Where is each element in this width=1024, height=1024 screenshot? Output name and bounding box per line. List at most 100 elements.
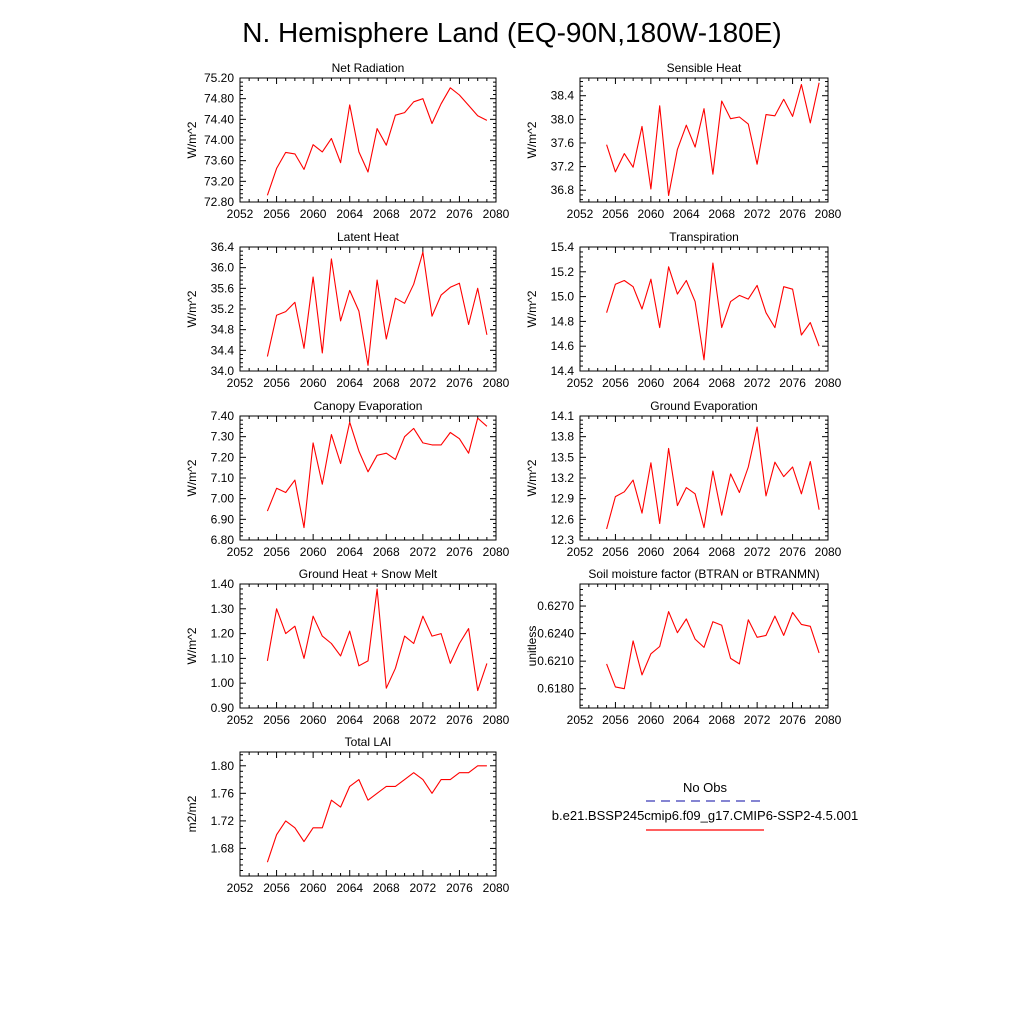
y-tick-label: 12.3	[551, 533, 575, 547]
y-tick-label: 34.4	[211, 343, 235, 357]
y-axis-label: W/m^2	[185, 121, 199, 158]
y-tick-label: 6.80	[211, 533, 235, 547]
y-axis-label: W/m^2	[525, 459, 539, 496]
y-tick-label: 7.10	[211, 471, 235, 485]
x-tick-label: 2056	[263, 545, 290, 559]
y-tick-label: 37.2	[551, 160, 575, 174]
x-tick-label: 2064	[673, 545, 700, 559]
x-tick-label: 2056	[263, 207, 290, 221]
y-tick-label: 1.80	[211, 759, 235, 773]
y-tick-label: 13.2	[551, 471, 575, 485]
x-tick-label: 2068	[373, 207, 400, 221]
chart-title: Latent Heat	[337, 230, 400, 244]
x-tick-label: 2052	[567, 376, 594, 390]
y-tick-label: 0.6270	[537, 599, 574, 613]
y-axis-label: unitless	[525, 626, 539, 667]
x-tick-label: 2056	[602, 207, 629, 221]
plot-frame	[579, 246, 829, 372]
x-tick-label: 2080	[483, 713, 510, 727]
y-tick-label: 0.6240	[537, 627, 574, 641]
x-tick-label: 2076	[446, 545, 473, 559]
y-tick-label: 72.80	[204, 195, 234, 209]
y-tick-label: 1.10	[211, 651, 235, 665]
x-tick-label: 2080	[815, 545, 842, 559]
legend-obs-label: No Obs	[683, 780, 728, 795]
y-axis-label: W/m^2	[525, 290, 539, 327]
chart-panel: Canopy Evaporation W/m^2 2052 2056 2060 2064 2…	[185, 399, 510, 559]
x-tick-label: 2060	[638, 713, 665, 727]
y-axis-label: W/m^2	[525, 121, 539, 158]
plot-frame	[239, 77, 497, 203]
legend: No Obs b.e21.BSSP245cmip6.f09_g17.CMIP6-…	[552, 780, 858, 831]
x-tick-label: 2060	[638, 376, 665, 390]
y-tick-label: 14.1	[551, 409, 575, 423]
x-tick-label: 2060	[300, 376, 327, 390]
x-tick-label: 2076	[779, 545, 806, 559]
y-tick-label: 15.0	[551, 290, 575, 304]
chart-title: Transpiration	[669, 230, 739, 244]
y-axis-label: W/m^2	[185, 290, 199, 327]
x-tick-label: 2068	[373, 376, 400, 390]
y-tick-label: 38.0	[551, 112, 575, 126]
x-tick-label: 2052	[567, 207, 594, 221]
y-tick-label: 75.20	[204, 71, 234, 85]
x-tick-label: 2076	[446, 207, 473, 221]
x-tick-label: 2064	[336, 881, 363, 895]
y-axis-label: m2/m2	[185, 795, 199, 832]
x-tick-label: 2052	[567, 713, 594, 727]
y-tick-label: 1.76	[211, 786, 235, 800]
series-line	[266, 765, 487, 863]
y-tick-label: 0.6210	[537, 654, 574, 668]
x-tick-label: 2080	[815, 376, 842, 390]
y-tick-label: 74.40	[204, 112, 234, 126]
y-tick-label: 74.00	[204, 133, 234, 147]
y-tick-label: 34.0	[211, 364, 235, 378]
y-tick-label: 73.20	[204, 174, 234, 188]
chart-panel: Ground Evaporation W/m^2 2052 2056 2060 2064 2…	[525, 399, 842, 559]
y-tick-label: 12.9	[551, 492, 575, 506]
y-tick-label: 35.6	[211, 281, 235, 295]
figure-title: N. Hemisphere Land (EQ-90N,180W-180E)	[242, 17, 782, 48]
x-tick-label: 2076	[779, 207, 806, 221]
x-tick-label: 2060	[300, 545, 327, 559]
y-tick-label: 0.90	[211, 701, 235, 715]
y-tick-label: 7.40	[211, 409, 235, 423]
x-tick-label: 2060	[300, 881, 327, 895]
y-tick-label: 1.72	[211, 814, 235, 828]
chart-title: Canopy Evaporation	[314, 399, 423, 413]
x-tick-label: 2072	[410, 881, 437, 895]
y-tick-label: 13.8	[551, 430, 575, 444]
x-tick-label: 2064	[336, 207, 363, 221]
plot-frame	[239, 246, 497, 372]
chart-panel: Sensible Heat W/m^2 2052 2056 2060 2064 2068 20…	[525, 61, 842, 221]
chart-title: Net Radiation	[332, 61, 405, 75]
x-tick-label: 2060	[300, 207, 327, 221]
plot-frame	[579, 77, 829, 203]
x-tick-label: 2072	[410, 545, 437, 559]
x-tick-label: 2080	[483, 207, 510, 221]
x-tick-label: 2080	[815, 207, 842, 221]
x-tick-label: 2076	[446, 376, 473, 390]
x-tick-label: 2064	[673, 713, 700, 727]
x-tick-label: 2052	[227, 713, 254, 727]
x-tick-label: 2064	[336, 376, 363, 390]
x-tick-label: 2060	[638, 545, 665, 559]
y-axis-label: W/m^2	[185, 627, 199, 664]
x-tick-label: 2068	[373, 881, 400, 895]
series-line	[266, 588, 488, 692]
y-tick-label: 36.0	[211, 261, 235, 275]
series-line	[266, 87, 488, 196]
x-tick-label: 2052	[567, 545, 594, 559]
y-tick-label: 1.20	[211, 627, 235, 641]
y-tick-label: 35.2	[211, 302, 235, 316]
x-tick-label: 2068	[373, 713, 400, 727]
y-tick-label: 1.30	[211, 602, 235, 616]
y-tick-label: 37.6	[551, 136, 575, 150]
x-tick-label: 2068	[708, 713, 735, 727]
x-tick-label: 2052	[227, 376, 254, 390]
x-tick-label: 2080	[483, 545, 510, 559]
x-tick-label: 2052	[227, 207, 254, 221]
x-tick-label: 2052	[227, 545, 254, 559]
series-line	[266, 417, 488, 529]
